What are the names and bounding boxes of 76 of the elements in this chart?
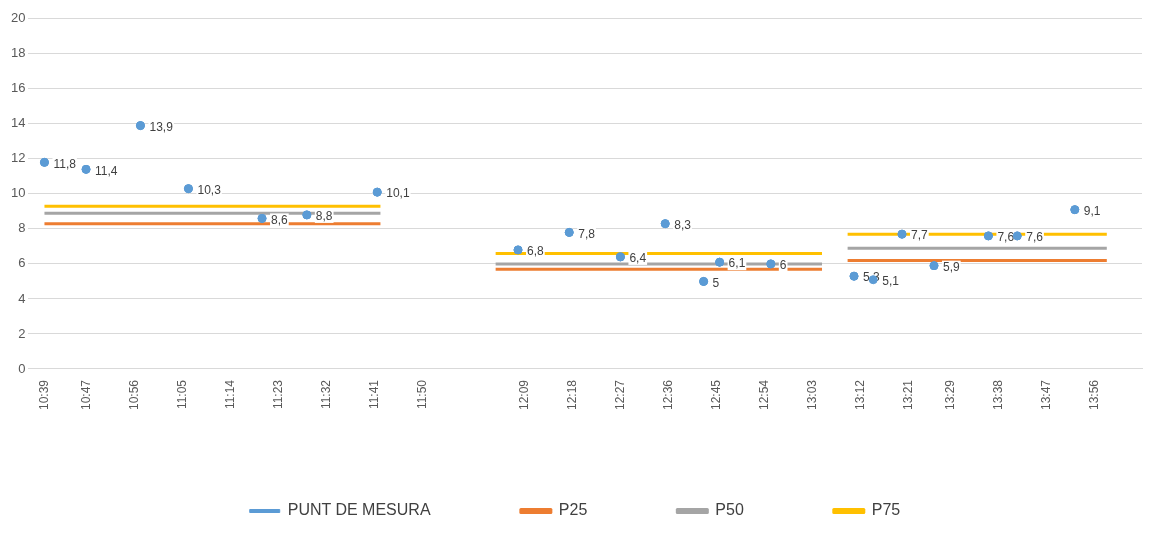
- data-label: 10,1: [386, 186, 410, 201]
- x-tick-label: 11:14: [223, 379, 238, 410]
- y-tick-label: 18: [10, 45, 26, 61]
- x-tick-label: 12:45: [708, 379, 723, 410]
- point: [372, 187, 382, 197]
- y-tick-label: 12: [10, 150, 26, 166]
- point: [766, 259, 776, 269]
- data-label: 5,9: [943, 259, 961, 274]
- data-label: 11,8: [53, 156, 77, 171]
- x-tick-label: 10:56: [127, 379, 142, 410]
- data-label: 6,8: [527, 244, 545, 259]
- x-tick-label: 12:18: [564, 379, 579, 410]
- x-tick-label: 11:32: [319, 379, 334, 410]
- point: [302, 210, 312, 220]
- y-tick-label: 0: [18, 360, 26, 376]
- x-tick-label: 12:09: [516, 379, 531, 410]
- data-label: 6: [779, 258, 787, 273]
- point: [1070, 205, 1080, 215]
- point: [660, 219, 670, 229]
- point: [81, 164, 91, 174]
- y-tick-label: 20: [10, 10, 26, 26]
- data-label: 9,1: [1083, 203, 1101, 218]
- point: [897, 229, 907, 239]
- data-label: 7,8: [578, 226, 596, 241]
- point: [849, 271, 859, 281]
- point: [715, 257, 725, 267]
- x-tick-label: 13:12: [852, 379, 867, 410]
- point: [39, 157, 49, 167]
- data-label: 7,7: [911, 228, 929, 243]
- x-tick-label: 10:39: [36, 379, 51, 410]
- legend-label: P50: [715, 501, 744, 519]
- x-tick-label: 12:36: [660, 379, 675, 410]
- data-label: 5,1: [882, 273, 900, 288]
- y-tick-label: 14: [10, 115, 26, 131]
- y-tick-label: 6: [18, 255, 26, 271]
- data-label: 13,9: [149, 119, 174, 134]
- x-tick-label: 13:29: [943, 379, 958, 410]
- x-tick-label: 11:41: [367, 379, 382, 410]
- point: [183, 184, 193, 194]
- x-tick-label: 13:56: [1087, 379, 1102, 410]
- x-tick-label: 12:54: [756, 379, 771, 410]
- x-tick-label: 13:38: [991, 379, 1006, 410]
- data-label: 8,6: [271, 212, 289, 227]
- data-label: 7,6: [997, 230, 1015, 245]
- point: [564, 227, 574, 237]
- x-tick-label: 12:27: [612, 379, 627, 410]
- x-tick-label: 13:21: [900, 379, 915, 410]
- y-tick-label: 16: [10, 80, 26, 96]
- legend-label: P75: [871, 501, 901, 519]
- data-label: 6,4: [629, 251, 647, 266]
- point: [699, 276, 709, 286]
- y-tick-label: 4: [18, 290, 26, 306]
- x-tick-label: 10:47: [79, 379, 94, 410]
- data-label: 6,1: [728, 256, 746, 271]
- data-label: 5: [712, 275, 720, 290]
- x-tick-label: 11:23: [271, 379, 286, 410]
- legend-label: PUNT DE MESURA: [287, 501, 431, 519]
- data-label: 8,3: [674, 217, 692, 232]
- legend-label: P25: [558, 501, 588, 519]
- point: [135, 121, 145, 131]
- y-tick-label: 10: [10, 185, 26, 201]
- data-label: 7,6: [1026, 230, 1044, 245]
- data-label: 10,3: [197, 182, 222, 197]
- point: [929, 261, 939, 271]
- point: [513, 245, 523, 255]
- data-label: 11,4: [95, 163, 118, 178]
- point: [983, 231, 993, 241]
- x-tick-label: 11:50: [415, 379, 430, 410]
- x-tick-label: 11:05: [175, 379, 190, 410]
- point: [615, 252, 625, 262]
- y-tick-label: 2: [18, 325, 26, 341]
- y-tick-label: 8: [18, 220, 26, 236]
- point: [257, 213, 267, 223]
- data-label: 8,8: [315, 209, 333, 224]
- x-tick-label: 13:47: [1039, 379, 1054, 410]
- x-tick-label: 13:03: [804, 379, 819, 410]
